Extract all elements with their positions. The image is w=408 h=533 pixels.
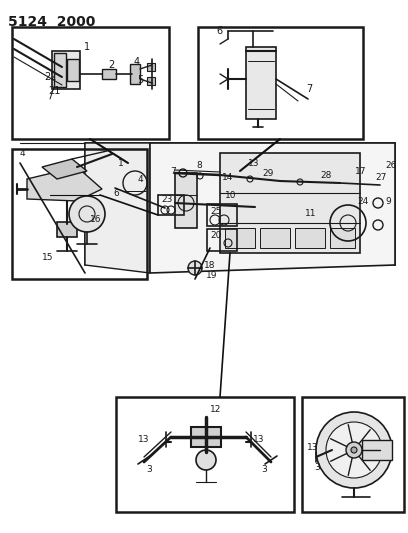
Bar bbox=[130, 64, 140, 84]
Circle shape bbox=[316, 412, 392, 488]
Text: 29: 29 bbox=[262, 168, 273, 177]
Bar bbox=[147, 63, 155, 71]
Bar bbox=[207, 204, 237, 226]
Text: 27: 27 bbox=[375, 174, 386, 182]
Circle shape bbox=[69, 196, 105, 232]
Text: 5: 5 bbox=[137, 75, 143, 85]
Text: 4: 4 bbox=[138, 174, 144, 183]
Circle shape bbox=[351, 447, 357, 453]
Bar bbox=[12, 149, 147, 279]
Text: 24: 24 bbox=[357, 197, 368, 206]
Text: 13: 13 bbox=[138, 435, 149, 445]
Polygon shape bbox=[42, 159, 87, 179]
Text: 5124  2000: 5124 2000 bbox=[8, 15, 95, 29]
Text: 3: 3 bbox=[146, 465, 152, 474]
Bar bbox=[116, 397, 294, 512]
Circle shape bbox=[346, 442, 362, 458]
Text: 1: 1 bbox=[118, 158, 124, 167]
Polygon shape bbox=[150, 143, 395, 273]
Bar bbox=[191, 427, 221, 447]
Bar bbox=[260, 228, 290, 248]
Text: 3: 3 bbox=[261, 465, 267, 474]
Text: 6: 6 bbox=[216, 26, 222, 36]
Text: 8: 8 bbox=[196, 160, 202, 169]
Circle shape bbox=[326, 422, 382, 478]
Text: 6: 6 bbox=[113, 189, 119, 198]
Text: 17: 17 bbox=[355, 166, 366, 175]
Polygon shape bbox=[85, 143, 395, 265]
Bar bbox=[246, 47, 276, 119]
Text: 18: 18 bbox=[204, 261, 215, 270]
Bar bbox=[67, 59, 79, 81]
Text: 1: 1 bbox=[84, 42, 90, 52]
Text: 7: 7 bbox=[306, 84, 312, 94]
Text: 4: 4 bbox=[20, 149, 26, 158]
Text: 19: 19 bbox=[206, 271, 217, 279]
Polygon shape bbox=[27, 167, 102, 201]
Text: 2: 2 bbox=[108, 60, 114, 70]
Circle shape bbox=[188, 261, 202, 275]
Text: 16: 16 bbox=[90, 215, 102, 224]
Text: 10: 10 bbox=[225, 191, 237, 200]
Text: 12: 12 bbox=[210, 405, 222, 414]
Bar bbox=[57, 222, 77, 237]
Bar bbox=[12, 27, 169, 139]
Text: 7: 7 bbox=[170, 166, 176, 175]
Bar bbox=[362, 440, 392, 460]
Text: 22: 22 bbox=[44, 72, 56, 82]
Text: 3: 3 bbox=[314, 464, 320, 472]
Bar bbox=[175, 173, 197, 228]
Bar bbox=[207, 229, 237, 251]
Text: 23: 23 bbox=[161, 196, 172, 205]
Text: 20: 20 bbox=[210, 231, 222, 240]
Bar bbox=[147, 77, 155, 85]
Bar bbox=[220, 153, 360, 253]
Text: 13: 13 bbox=[307, 442, 319, 451]
Text: 21: 21 bbox=[48, 86, 60, 96]
Bar bbox=[330, 228, 355, 248]
Text: 25: 25 bbox=[210, 206, 222, 215]
Bar bbox=[52, 51, 80, 89]
Text: 13: 13 bbox=[248, 158, 259, 167]
Text: 15: 15 bbox=[42, 253, 53, 262]
Bar bbox=[198, 27, 363, 139]
Bar bbox=[302, 397, 404, 512]
Text: 14: 14 bbox=[222, 173, 233, 182]
Bar bbox=[102, 69, 116, 79]
Text: 26: 26 bbox=[385, 160, 397, 169]
Bar bbox=[54, 53, 66, 87]
Text: 9: 9 bbox=[385, 197, 391, 206]
Bar bbox=[295, 228, 325, 248]
Text: 11: 11 bbox=[305, 208, 317, 217]
Text: 4: 4 bbox=[134, 57, 140, 67]
Text: 13: 13 bbox=[253, 435, 264, 445]
Bar bbox=[158, 195, 184, 215]
Polygon shape bbox=[85, 143, 150, 273]
Circle shape bbox=[196, 450, 216, 470]
Bar bbox=[225, 228, 255, 248]
Text: 28: 28 bbox=[320, 171, 331, 180]
